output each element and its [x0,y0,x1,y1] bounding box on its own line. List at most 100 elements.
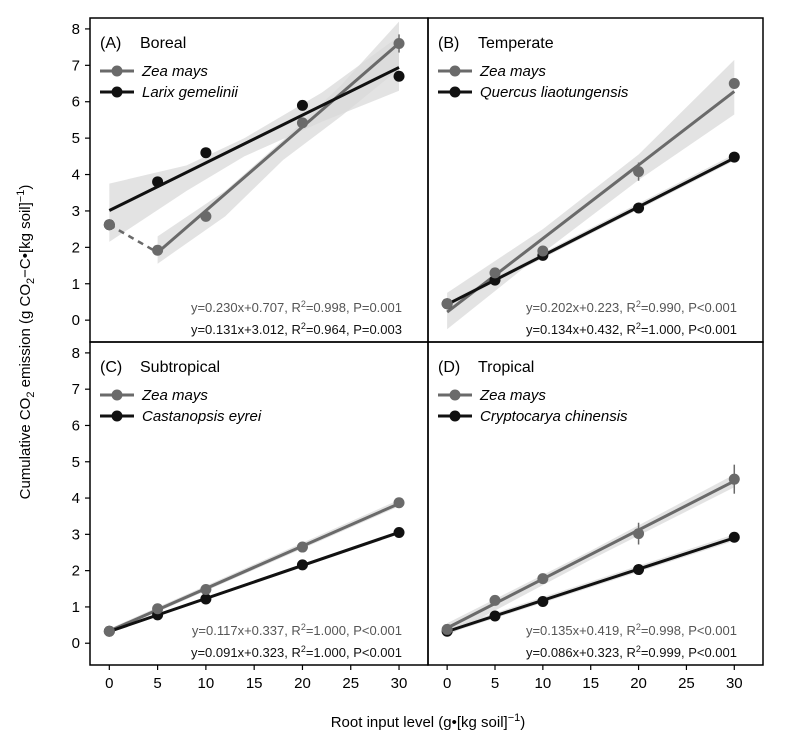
legend-marker [449,65,461,77]
data-point [633,564,645,576]
data-point [728,531,740,543]
y-axis-title-sub: 2 [25,392,37,398]
equation-label: y=0.134x+0.432, R2=1.000, P<0.001 [526,321,737,337]
y-tick-label: 6 [72,94,80,111]
legend-marker [449,389,461,401]
equation-part: y=0.202x+0.223, R [526,300,636,315]
y-axis-title: Cumulative CO2 emission (g CO2−C•[kg soi… [15,185,37,500]
y-tick-label: 3 [72,526,80,543]
y-tick-label: 6 [72,417,80,434]
equation-part: y=0.086x+0.323, R [526,645,636,660]
data-point [728,78,740,90]
x-tick-label: 5 [153,675,161,692]
x-tick-label: 0 [105,675,113,692]
equation-label: y=0.117x+0.337, R2=1.000, P<0.001 [192,622,402,638]
x-tick-label: 20 [294,675,311,692]
legend-marker [449,410,461,422]
legend-label: Cryptocarya chinensis [480,408,628,425]
data-point [200,210,212,222]
x-axis-title-part: Root input level (g•[kg soil] [331,714,508,731]
equation-sup: 2 [301,299,306,309]
equation-part: =0.998, P=0.001 [306,300,402,315]
data-point [200,593,212,605]
y-tick-label: 4 [72,490,80,507]
data-point [200,147,212,159]
equation-part: y=0.230x+0.707, R [191,300,301,315]
data-point [633,166,645,178]
equation-part: =0.999, P<0.001 [641,645,737,660]
y-axis-title-part: ) [17,185,34,190]
equation-label: y=0.086x+0.323, R2=0.999, P<0.001 [526,644,737,660]
panel-d: 0 5 10 15 20 25 30 (D) Tropical Zea mays Cryptocar… [427,341,764,692]
data-point [537,573,549,585]
data-point [103,625,115,637]
y-tick-label: 8 [72,345,80,362]
x-tick-label: 20 [630,675,647,692]
equation-part: y=0.131x+3.012, R [191,322,301,337]
legend-label: Zea mays [479,387,546,404]
panel-title: Subtropical [140,359,220,376]
equation-label: y=0.202x+0.223, R2=0.990, P<0.001 [526,299,737,315]
confidence-band [447,59,735,330]
data-point [441,623,453,635]
legend-label: Zea mays [141,387,208,404]
data-point [537,595,549,607]
y-tick-label: 7 [72,57,80,74]
panel-title: Temperate [478,35,554,52]
legend-label: Zea mays [141,63,208,80]
data-point [489,610,501,622]
equation-label: y=0.230x+0.707, R2=0.998, P=0.001 [191,299,402,315]
legend-label: Quercus liaotungensis [480,84,629,101]
data-point [393,527,405,539]
equation-sup: 2 [636,622,641,632]
equation-part: y=0.117x+0.337, R [192,623,301,638]
equation-part: =0.990, P<0.001 [641,300,737,315]
equation-label: y=0.091x+0.323, R2=1.000, P<0.001 [191,644,402,660]
equation-label: y=0.131x+3.012, R2=0.964, P=0.003 [191,321,402,337]
y-tick-label: 1 [72,599,80,616]
panel-label: (B) [438,35,459,52]
legend-label: Larix gemelinii [142,84,239,101]
y-tick-label: 2 [72,563,80,580]
y-tick-label: 4 [72,167,80,184]
regression-line [108,502,400,633]
data-point [728,473,740,485]
y-tick-label: 8 [72,21,80,38]
confidence-band [157,21,399,264]
equation-label: y=0.135x+0.419, R2=0.998, P<0.001 [526,622,737,638]
data-point [537,245,549,257]
data-point [393,497,405,509]
data-point [103,219,115,231]
data-point [152,603,164,615]
legend-marker [111,389,123,401]
x-axis-title-part: ) [520,714,525,731]
x-tick-label: 10 [535,675,552,692]
data-point [441,298,453,310]
dashed-connector [108,223,159,254]
y-axis-title-part: −C•[kg soil] [17,202,34,278]
equation-sup: 2 [301,321,306,331]
legend-marker [449,86,461,98]
equation-part: =1.000, P<0.001 [641,322,737,337]
data-point [728,151,740,163]
x-tick-label: 0 [443,675,451,692]
legend-marker [111,86,123,98]
panel-c: 0 1 2 3 4 5 6 7 8 0 5 10 15 20 25 30 (C) Subtropical Zea m… [72,341,429,692]
x-tick-label: 10 [198,675,215,692]
x-tick-label: 25 [342,675,359,692]
data-point [296,559,308,571]
y-tick-label: 1 [72,276,80,293]
data-point [633,528,645,540]
y-axis-title-part: emission (g CO [17,284,34,392]
equation-sup: 2 [636,299,641,309]
panel-label: (A) [100,35,121,52]
x-tick-label: 15 [582,675,599,692]
x-tick-label: 5 [491,675,499,692]
x-tick-label: 30 [391,675,408,692]
equation-sup: 2 [636,321,641,331]
data-point [152,244,164,256]
y-axis-title-part: Cumulative CO [17,398,34,500]
legend-label: Castanopsis eyrei [142,408,262,425]
